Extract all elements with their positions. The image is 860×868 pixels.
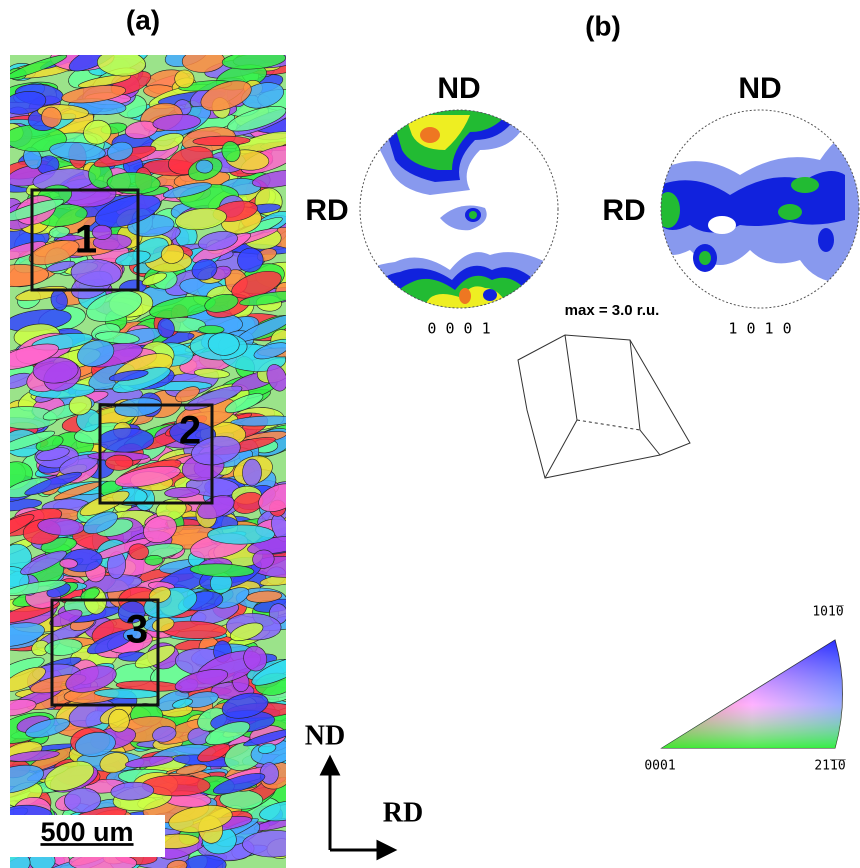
arrow-head — [322, 758, 338, 774]
shape — [630, 340, 660, 455]
shape — [483, 289, 497, 301]
shape — [420, 127, 440, 143]
ipf-corner: 21̅1̅0 — [814, 759, 845, 774]
shape — [699, 251, 711, 265]
ipf-corner: 101̅0 — [812, 605, 843, 620]
pole-figure-contours — [656, 130, 860, 283]
shape — [545, 335, 577, 478]
ebsd-map — [0, 38, 319, 868]
pole-figure-axis: ND — [437, 72, 480, 105]
ipf-triangle — [662, 640, 843, 748]
axis-label: RD — [383, 797, 423, 828]
grain — [175, 70, 195, 88]
shape — [518, 335, 690, 478]
shape — [778, 204, 802, 220]
grain — [105, 455, 133, 471]
region-label: 3 — [126, 608, 148, 652]
shape — [459, 288, 471, 304]
hexagonal-prism — [518, 335, 690, 478]
grain — [242, 459, 262, 486]
shape — [708, 216, 736, 234]
shape — [656, 192, 680, 228]
region-label: 1 — [75, 218, 97, 262]
pole-figure-label: 1 0 1 0 — [728, 320, 791, 338]
pole-figure-label: 0 0 0 1 — [427, 320, 490, 338]
pole-figure-axis: RD — [305, 194, 348, 227]
grain — [60, 559, 78, 569]
panel-label: (a) — [126, 4, 160, 35]
pole-figure-axis: RD — [602, 194, 645, 227]
shape — [577, 420, 640, 430]
figure: (a) (b) 1 2 3 500 um ND RD ND RD 0 0 — [0, 0, 860, 868]
region-label: 2 — [179, 409, 201, 453]
axis-label: ND — [305, 720, 345, 751]
shape — [469, 211, 477, 219]
max-note: max = 3.0 r.u. — [565, 302, 660, 319]
panel-label: (b) — [585, 10, 621, 41]
shape — [818, 228, 834, 252]
arrow-head — [378, 842, 394, 858]
shape — [662, 640, 843, 748]
shape — [791, 177, 819, 193]
scale-bar: 500 um — [40, 817, 133, 847]
grain — [198, 325, 224, 333]
pole-figure-axis: ND — [738, 72, 781, 105]
ipf-corner: 0001 — [644, 759, 675, 774]
